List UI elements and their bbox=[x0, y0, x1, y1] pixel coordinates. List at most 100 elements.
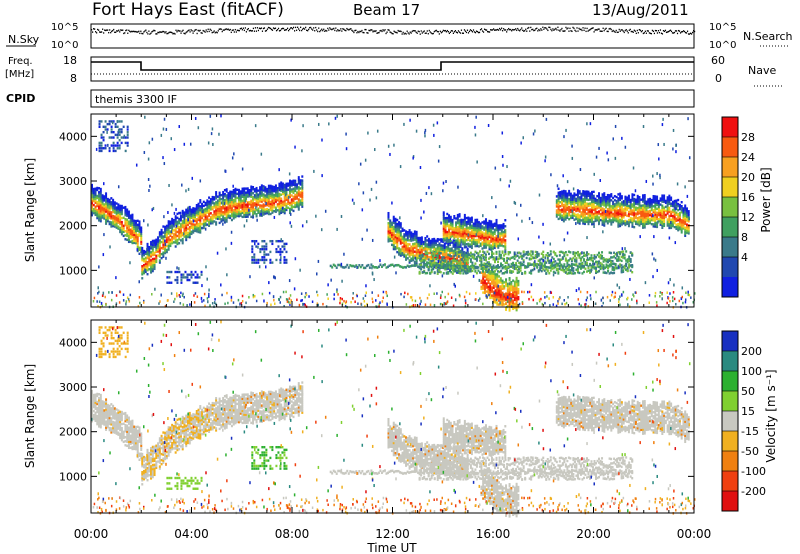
echo-cell bbox=[500, 224, 503, 227]
noise-point bbox=[239, 28, 241, 30]
echo-cell bbox=[590, 198, 593, 202]
noise-point bbox=[629, 28, 631, 31]
echo-cell bbox=[440, 262, 443, 265]
echo-cell bbox=[91, 205, 93, 209]
echo-cell bbox=[454, 264, 457, 268]
echo-cell bbox=[105, 220, 108, 223]
echo-cell bbox=[576, 207, 579, 210]
echo-cell bbox=[477, 241, 480, 244]
echo-cell bbox=[239, 200, 242, 203]
echo-cell bbox=[237, 196, 240, 200]
echo-cell bbox=[493, 242, 496, 246]
echo-cell bbox=[585, 204, 588, 207]
echo-cell bbox=[519, 255, 522, 258]
echo-cell bbox=[202, 220, 205, 224]
echo-cell bbox=[278, 212, 281, 216]
echo-cell bbox=[465, 230, 468, 234]
noise-sky-label: N.Sky bbox=[8, 33, 40, 46]
echo-cell bbox=[209, 206, 212, 209]
echo-cell bbox=[105, 196, 108, 199]
echo-cell bbox=[445, 262, 448, 265]
echo-cell bbox=[530, 257, 533, 261]
echo-cell bbox=[211, 222, 214, 225]
echo-cell bbox=[488, 225, 491, 229]
echo-cell bbox=[292, 209, 295, 213]
echo-cell bbox=[450, 241, 453, 244]
echo-cell bbox=[288, 193, 291, 197]
echo-cell bbox=[285, 192, 288, 196]
echo-cell bbox=[494, 266, 497, 269]
echo-cell bbox=[294, 201, 297, 205]
echo-cell bbox=[489, 294, 492, 298]
echo-cell bbox=[617, 203, 620, 206]
echo-cell bbox=[432, 250, 435, 253]
echo-cell bbox=[106, 219, 109, 223]
echo-cell bbox=[568, 201, 571, 205]
echo-cell bbox=[134, 233, 137, 237]
echo-cell bbox=[680, 227, 683, 230]
echo-cell bbox=[470, 224, 473, 227]
echo-cell bbox=[620, 209, 623, 212]
echo-cell bbox=[663, 214, 666, 217]
echo-cell bbox=[148, 253, 151, 257]
echo-cell bbox=[415, 246, 418, 250]
echo-cell bbox=[436, 264, 439, 267]
echo-cell bbox=[583, 196, 586, 199]
echo-cell bbox=[292, 181, 295, 184]
echo-cell bbox=[253, 188, 256, 191]
echo-cell bbox=[472, 236, 475, 240]
echo-cell bbox=[492, 284, 495, 287]
echo-cell bbox=[297, 190, 300, 193]
echo-cell bbox=[680, 221, 683, 224]
echo-cell bbox=[117, 205, 120, 208]
echo-cell bbox=[167, 238, 170, 241]
echo-cell bbox=[172, 223, 175, 226]
noise-point bbox=[618, 28, 620, 31]
echo-cell bbox=[433, 262, 436, 265]
echo-cell bbox=[208, 218, 211, 221]
echo-cell bbox=[234, 207, 237, 211]
echo-cell bbox=[483, 289, 486, 293]
echo-cell bbox=[195, 210, 198, 213]
echo-cell bbox=[153, 263, 156, 267]
echo-cell bbox=[450, 263, 453, 266]
echo-cell bbox=[176, 230, 179, 234]
echo-cell bbox=[470, 242, 473, 246]
echo-cell bbox=[569, 202, 572, 206]
echo-cell bbox=[501, 272, 504, 275]
echo-cell bbox=[645, 200, 648, 203]
echo-cell bbox=[603, 194, 606, 197]
echo-cell bbox=[500, 253, 503, 257]
echo-cell bbox=[582, 214, 585, 217]
echo-cell bbox=[415, 242, 418, 246]
echo-cell bbox=[566, 194, 569, 197]
echo-cell bbox=[483, 262, 486, 265]
echo-cell bbox=[91, 209, 93, 213]
noise-point bbox=[434, 30, 436, 32]
echo-cell bbox=[241, 191, 244, 194]
echo-cell bbox=[126, 228, 129, 231]
echo-cell bbox=[677, 214, 680, 218]
echo-cell bbox=[601, 195, 604, 198]
echo-cell bbox=[432, 257, 435, 260]
noise-point bbox=[555, 27, 557, 30]
echo-cell bbox=[656, 217, 659, 221]
echo-cell bbox=[98, 211, 101, 214]
echo-cell bbox=[419, 256, 422, 260]
echo-cell bbox=[267, 190, 270, 194]
echo-cell bbox=[430, 266, 433, 269]
echo-cell bbox=[181, 209, 184, 213]
echo-cell bbox=[441, 246, 444, 249]
echo-cell bbox=[589, 208, 592, 211]
echo-cell bbox=[501, 285, 504, 289]
echo-cell bbox=[497, 244, 500, 247]
echo-cell bbox=[202, 218, 205, 222]
echo-cell bbox=[508, 279, 511, 282]
echo-cell bbox=[486, 237, 489, 241]
echo-cell bbox=[452, 253, 455, 256]
echo-cell bbox=[197, 206, 200, 210]
echo-cell bbox=[647, 222, 650, 225]
echo-cell bbox=[250, 191, 253, 194]
echo-cell bbox=[227, 204, 230, 207]
echo-cell bbox=[652, 209, 655, 212]
